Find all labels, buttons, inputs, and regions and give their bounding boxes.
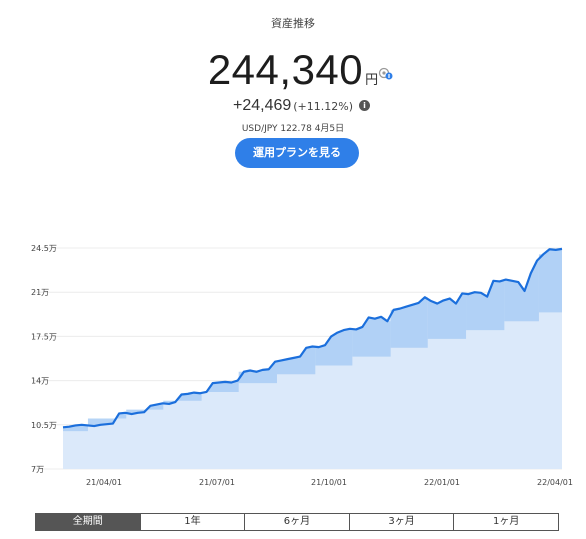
change-amount: +24,469 — [232, 97, 292, 114]
deposit-band — [315, 328, 353, 366]
deposit-band — [63, 424, 88, 432]
x-tick-label: 21/07/01 — [199, 478, 235, 487]
period-tabs: 全期間 1年 6ヶ月 3ヶ月 1ヶ月 — [35, 513, 559, 531]
total-asset-value: 244,340 — [207, 46, 364, 93]
change-row: +24,469 (+11.12%) — [0, 95, 586, 115]
tab-all-period[interactable]: 全期間 — [36, 514, 141, 530]
x-tick-label: 22/04/01 — [537, 478, 573, 487]
deposit-band — [276, 346, 316, 375]
deposit-band — [87, 412, 127, 427]
tab-1-year[interactable]: 1年 — [140, 514, 246, 530]
y-tick-label: 10.5万 — [31, 421, 57, 430]
tab-1-month[interactable]: 1ヶ月 — [454, 514, 558, 530]
deposit-band — [352, 316, 391, 357]
visibility-toggle-icon[interactable] — [378, 66, 394, 80]
x-tick-label: 22/01/01 — [424, 478, 460, 487]
change-percent: (+11.12%) — [293, 100, 354, 113]
deposit-band — [538, 248, 562, 313]
series-line — [62, 247, 563, 429]
total-value-row: 244,340 円 — [0, 46, 586, 94]
y-tick-label: 21万 — [31, 288, 49, 297]
page-title: 資産推移 — [271, 17, 315, 30]
tab-3-months[interactable]: 3ヶ月 — [349, 514, 455, 530]
deposit-band — [427, 293, 467, 339]
deposit-band — [163, 392, 202, 404]
y-tick-label: 17.5万 — [31, 332, 57, 341]
view-plan-button[interactable]: 運用プランを見る — [235, 138, 359, 168]
deposit-band — [390, 297, 428, 348]
y-tick-label: 24.5万 — [31, 244, 57, 253]
deposit-band — [201, 380, 239, 392]
y-tick-label: 14万 — [31, 377, 49, 386]
y-tick-label: 7万 — [31, 465, 44, 474]
currency-unit: 円 — [365, 73, 379, 88]
info-icon[interactable]: i — [359, 100, 370, 111]
fx-rate: USD/JPY 122.78 4月5日 — [241, 124, 345, 134]
x-tick-label: 21/10/01 — [311, 478, 347, 487]
deposit-band — [466, 280, 505, 331]
asset-chart: 24.5万 21万 17.5万 14万 10.5万 7万 21/04/01 21/07/01 2… — [31, 244, 573, 487]
x-tick-label: 21/04/01 — [86, 478, 122, 487]
tab-6-months[interactable]: 6ヶ月 — [245, 514, 350, 530]
